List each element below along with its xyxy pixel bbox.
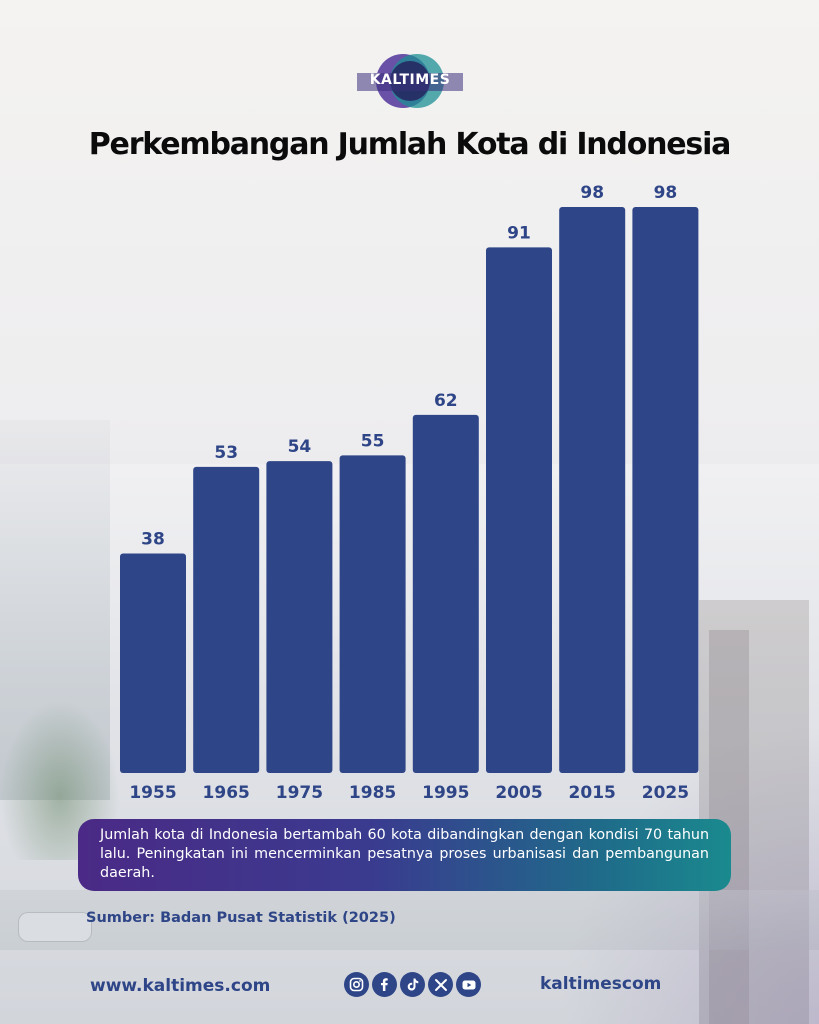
social-icons xyxy=(344,972,481,998)
x-tick-label: 1975 xyxy=(276,783,323,803)
bar-value-label: 55 xyxy=(361,431,385,451)
summary-box: Jumlah kota di Indonesia bertambah 60 ko… xyxy=(78,819,731,891)
bar-1995 xyxy=(412,414,479,773)
tiktok-icon[interactable] xyxy=(400,972,425,997)
bar-chart: 38 1955 53 1965 54 1975 55 1985 62 1995 91 2005 98 20… xyxy=(120,183,699,803)
x-tick-label: 1955 xyxy=(129,783,176,803)
youtube-icon[interactable] xyxy=(456,972,481,997)
bar-value-label: 98 xyxy=(654,183,678,203)
social-handle[interactable]: kaltimescom xyxy=(540,974,662,994)
x-tick-label: 2025 xyxy=(642,783,689,803)
background-road xyxy=(0,890,819,950)
x-tick-label: 2005 xyxy=(495,783,542,803)
x-tick-label: 1995 xyxy=(422,783,469,803)
facebook-icon[interactable] xyxy=(372,972,397,997)
bar-1955 xyxy=(120,553,186,773)
bar-2025 xyxy=(632,207,699,773)
logo-rings-icon xyxy=(357,54,463,108)
bars-group: 38 1955 53 1965 54 1975 55 1985 62 1995 91 2005 98 20… xyxy=(120,183,699,803)
bar-value-label: 91 xyxy=(507,223,531,243)
x-tick-label: 2015 xyxy=(569,783,616,803)
logo-text: KALTIMES xyxy=(369,72,451,88)
x-icon[interactable] xyxy=(428,972,453,997)
chart-title: Perkembangan Jumlah Kota di Indonesia xyxy=(88,127,732,162)
x-tick-label: 1985 xyxy=(349,783,396,803)
summary-text: Jumlah kota di Indonesia bertambah 60 ko… xyxy=(100,827,709,881)
bar-2005 xyxy=(486,247,552,773)
bar-2015 xyxy=(559,207,626,773)
bar-value-label: 38 xyxy=(141,530,165,550)
bar-1975 xyxy=(266,461,333,773)
website-link[interactable]: www.kaltimes.com xyxy=(90,976,271,996)
bar-1965 xyxy=(193,466,260,773)
bar-value-label: 54 xyxy=(288,437,312,457)
background-monument xyxy=(699,600,809,1024)
bar-1985 xyxy=(339,455,406,773)
bar-value-label: 62 xyxy=(434,391,458,411)
instagram-icon[interactable] xyxy=(344,972,369,997)
kaltimes-logo: KALTIMES xyxy=(355,52,465,110)
background-car xyxy=(18,912,92,942)
source-note: Sumber: Badan Pusat Statistik (2025) xyxy=(86,910,396,926)
bar-value-label: 98 xyxy=(580,183,604,203)
x-tick-label: 1965 xyxy=(203,783,250,803)
bar-value-label: 53 xyxy=(214,443,238,463)
